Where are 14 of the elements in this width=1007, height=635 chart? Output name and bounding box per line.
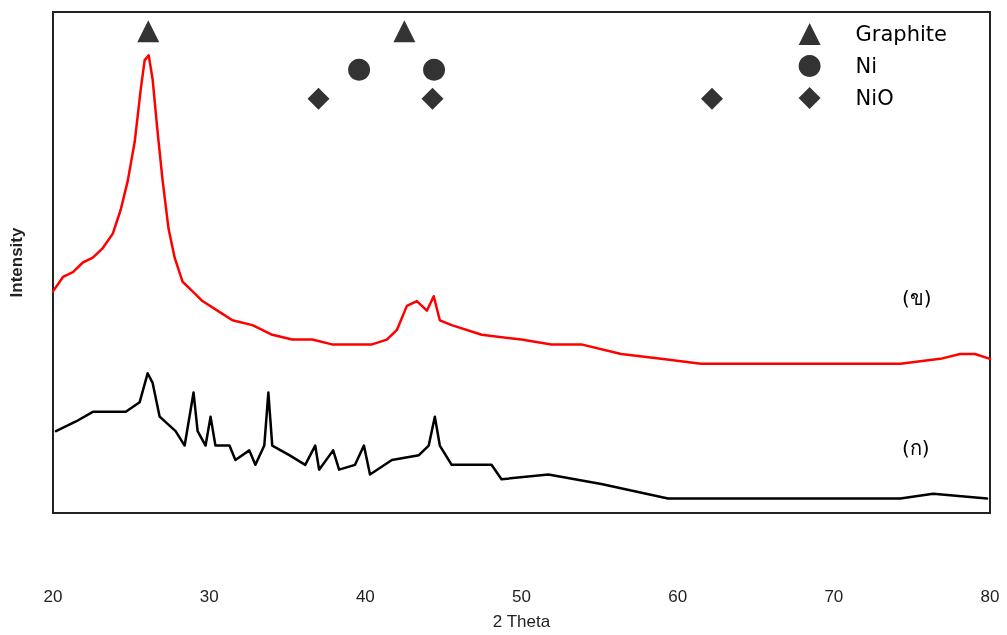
legend-label: Graphite [855, 22, 947, 46]
x-tick-label: 50 [512, 587, 531, 606]
x-tick-label: 40 [355, 587, 375, 606]
legend-label: Ni [855, 54, 878, 78]
x-tick-label: 60 [668, 587, 688, 606]
annotation: (ก) [902, 436, 930, 460]
legend-label: NiO [855, 86, 894, 110]
x-tick-label: 70 [824, 587, 844, 606]
annotation: (ข) [902, 286, 932, 310]
x-tick-label: 80 [980, 587, 1000, 606]
x-tick-label: 30 [199, 587, 219, 606]
y-axis-title: Intensity [7, 227, 26, 298]
x-tick-label: 20 [43, 587, 63, 606]
x-axis-title: 2 Theta [492, 612, 551, 631]
